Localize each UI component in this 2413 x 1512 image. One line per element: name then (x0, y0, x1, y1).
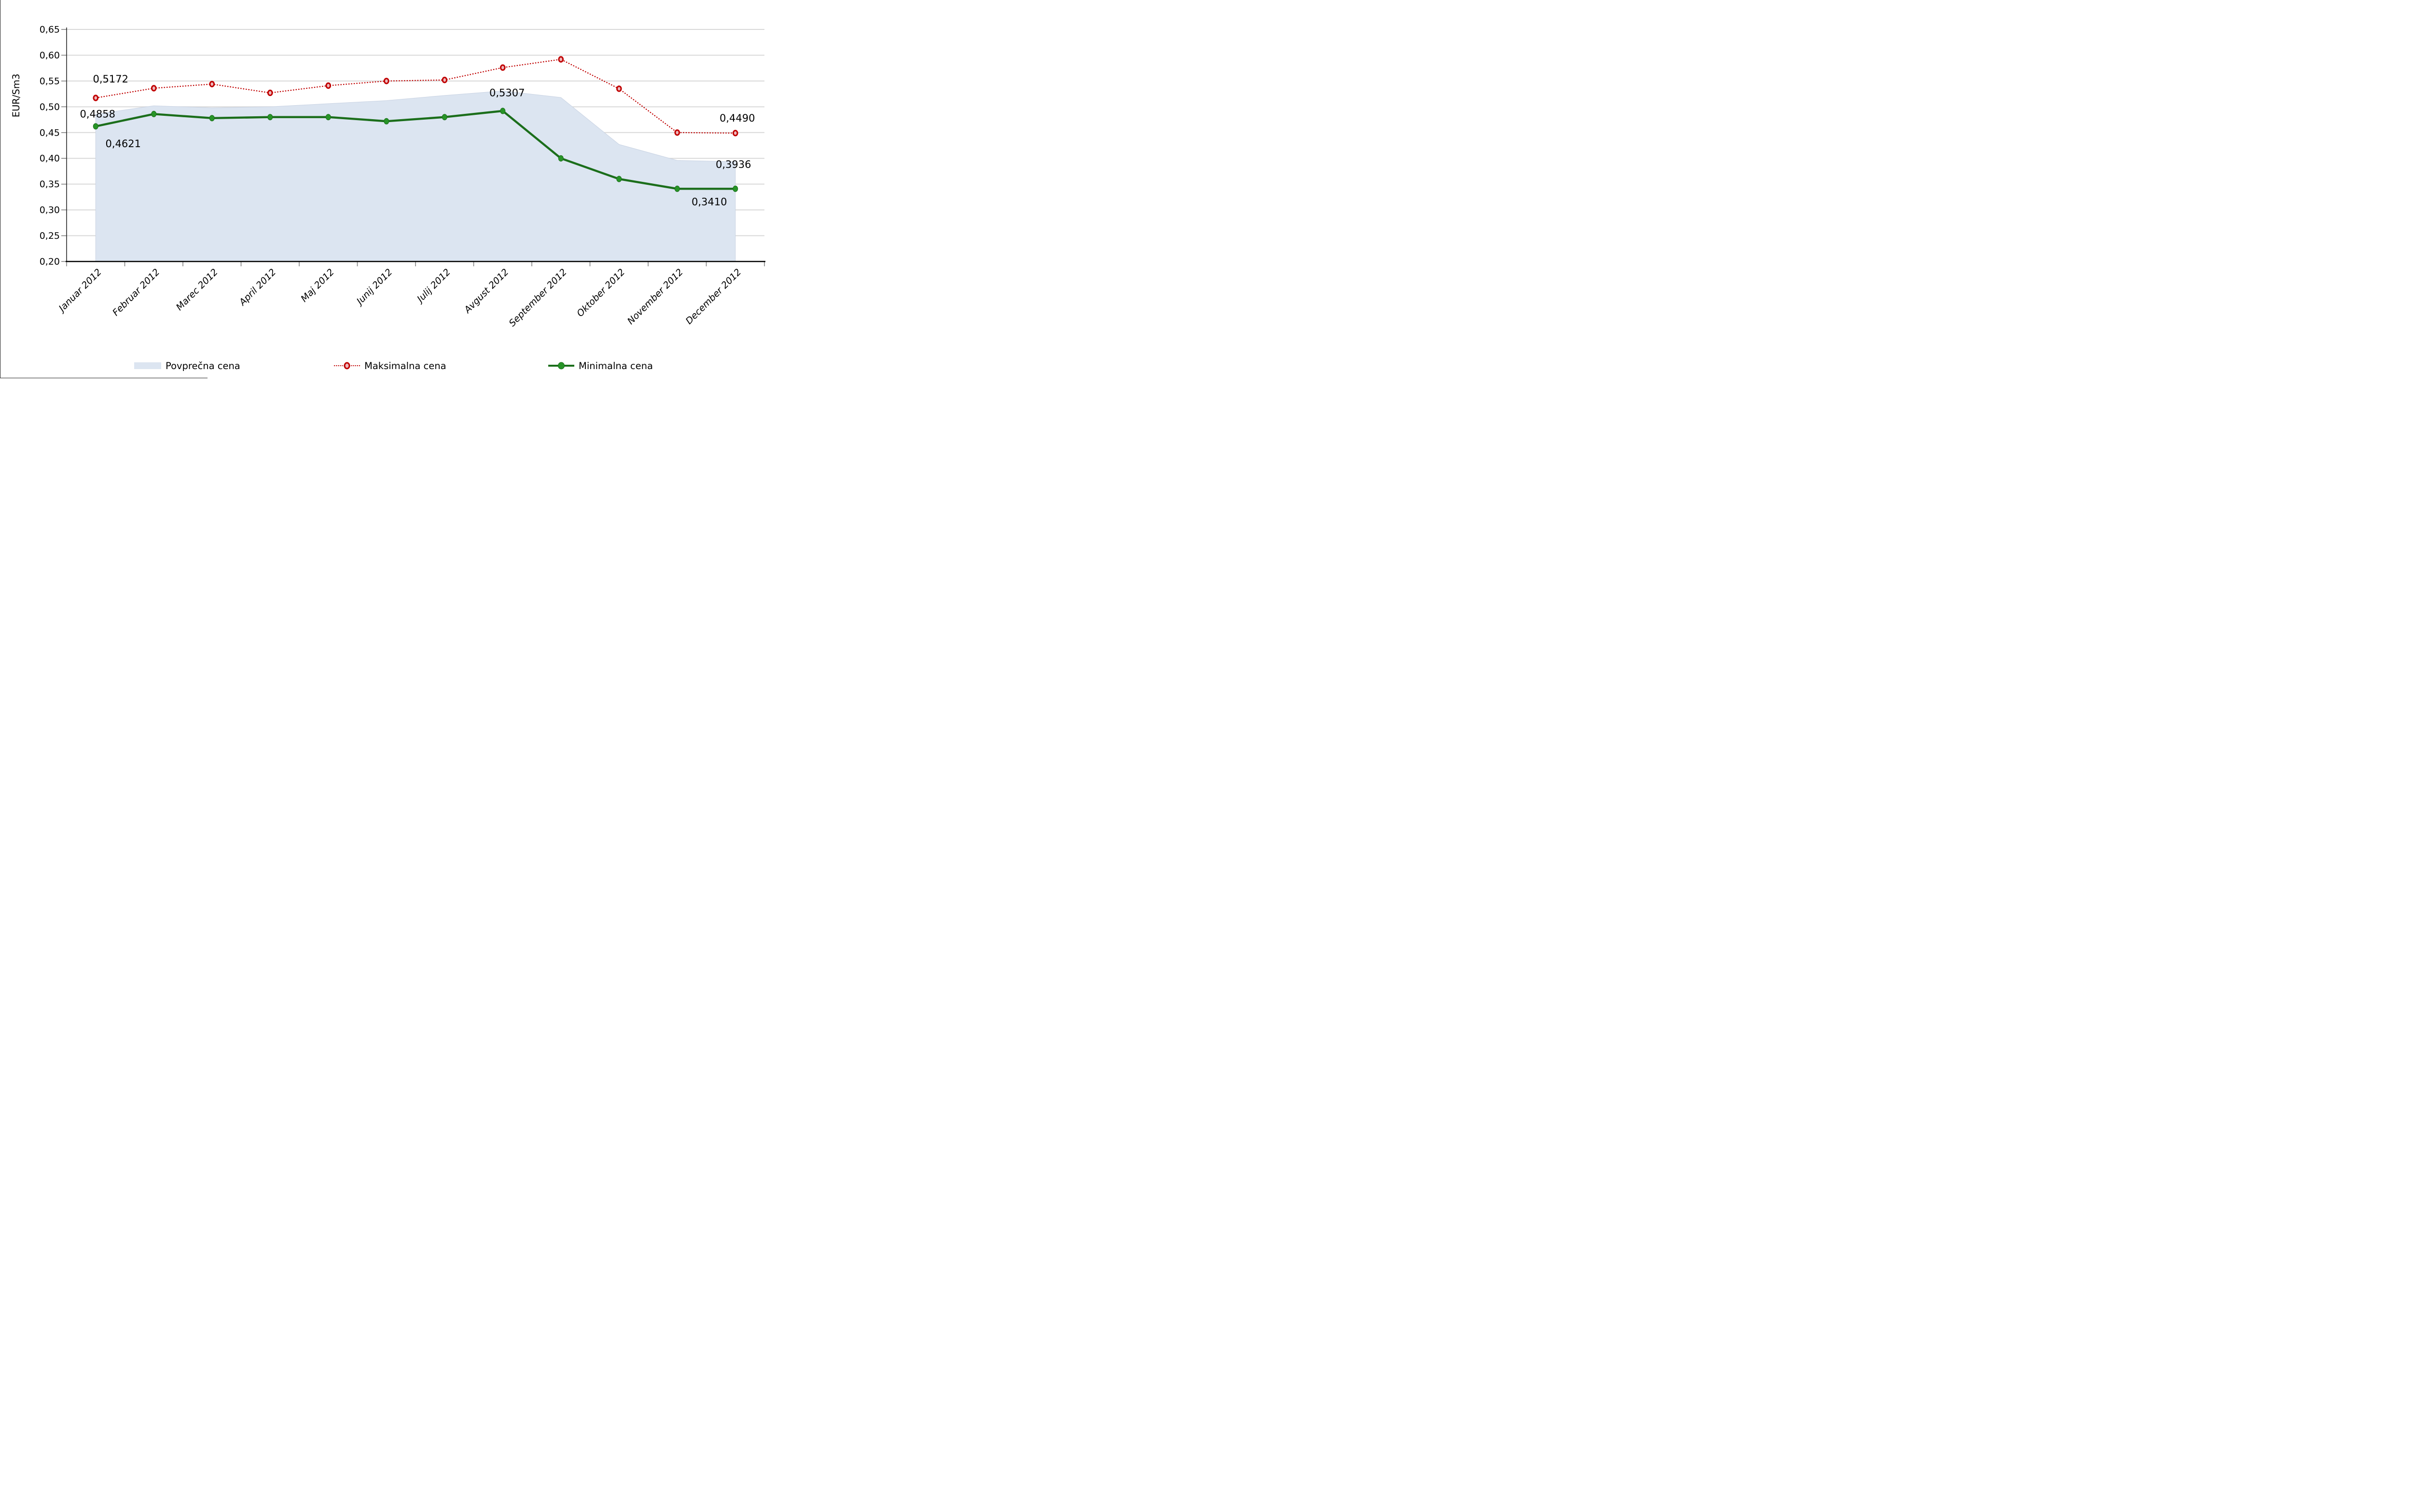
min-price-marker (616, 176, 622, 182)
legend-label-maximum: Maksimalna cena (364, 360, 446, 371)
max-price-marker (558, 56, 564, 63)
max-price-marker (442, 77, 448, 83)
average-price-area (95, 91, 736, 262)
data-label: 0,5172 (93, 73, 128, 85)
y-axis-label: 0,35 (40, 179, 60, 190)
min-price-marker (384, 118, 389, 124)
x-axis-label: Maj 2012 (299, 267, 336, 304)
min-price-marker (442, 114, 447, 121)
min-price-marker (151, 110, 157, 117)
max-price-marker (616, 85, 622, 92)
min-price-line (95, 110, 735, 190)
y-axis-label: 0,50 (40, 102, 60, 112)
max-price-line (96, 58, 735, 134)
min-price-marker (93, 123, 98, 130)
max-price-marker (93, 95, 99, 101)
max-price-marker (151, 85, 157, 92)
max-line-swatch-icon (334, 362, 360, 370)
min-price-marker (209, 115, 215, 122)
y-axis-label: 0,65 (40, 25, 60, 35)
data-label: 0,4858 (80, 109, 115, 120)
x-axis-label: Marec 2012 (174, 267, 220, 313)
y-axis-label: 0,30 (40, 205, 60, 216)
x-axis-label: Januar 2012 (55, 267, 104, 315)
max-price-marker (325, 82, 332, 89)
max-price-marker (383, 78, 389, 84)
x-axis-label: Julij 2012 (414, 267, 453, 306)
y-axis-title: EUR/Sm3 (11, 74, 22, 118)
max-price-marker (732, 130, 738, 137)
legend-item-average[interactable]: Povprečna cena (134, 359, 240, 372)
min-price-marker (733, 185, 738, 192)
max-price-marker (209, 81, 215, 88)
x-axis-label: Avgust 2012 (461, 267, 511, 316)
data-label: 0,3410 (692, 196, 727, 207)
min-price-marker (500, 108, 506, 114)
legend-item-minimum[interactable]: Minimalna cena (548, 359, 653, 372)
legend-label-minimum: Minimalna cena (579, 360, 653, 371)
min-price-marker (267, 114, 273, 121)
x-axis-label: Oktober 2012 (575, 267, 627, 319)
x-axis-label: Junij 2012 (353, 267, 394, 308)
data-label: 0,5307 (489, 87, 525, 99)
y-axis-label: 0,55 (40, 76, 60, 86)
y-axis-label: 0,20 (40, 257, 60, 267)
max-price-marker (499, 64, 506, 71)
x-axis-label: December 2012 (684, 267, 744, 327)
min-price-marker (325, 114, 331, 121)
min-line-swatch-icon (548, 362, 574, 370)
legend-label-average: Povprečna cena (166, 360, 240, 371)
y-axis-label: 0,60 (40, 50, 60, 61)
min-price-marker (558, 155, 564, 162)
chart-canvas: 0,5172 0,4858 0,4621 0,5307 0,4490 0,3936 0,34… (0, 0, 768, 378)
price-chart: 0,5172 0,4858 0,4621 0,5307 0,4490 0,3936 0,34… (11, 25, 765, 329)
x-axis-label: April 2012 (236, 267, 278, 308)
y-axis-label: 0,25 (40, 231, 60, 241)
min-price-marker (674, 185, 680, 192)
x-axis-label: November 2012 (625, 267, 685, 327)
data-label: 0,4490 (720, 112, 755, 124)
max-price-marker (267, 89, 273, 96)
area-swatch-icon (134, 362, 161, 369)
max-price-marker (674, 129, 680, 136)
data-label: 0,4621 (106, 138, 141, 150)
x-axis-label: Februar 2012 (111, 267, 162, 318)
legend-item-maximum[interactable]: Maksimalna cena (334, 359, 446, 372)
y-axis-label: 0,45 (40, 127, 60, 138)
x-axis-label: September 2012 (507, 267, 569, 329)
data-label: 0,3936 (716, 159, 751, 170)
y-axis-label: 0,40 (40, 153, 60, 164)
